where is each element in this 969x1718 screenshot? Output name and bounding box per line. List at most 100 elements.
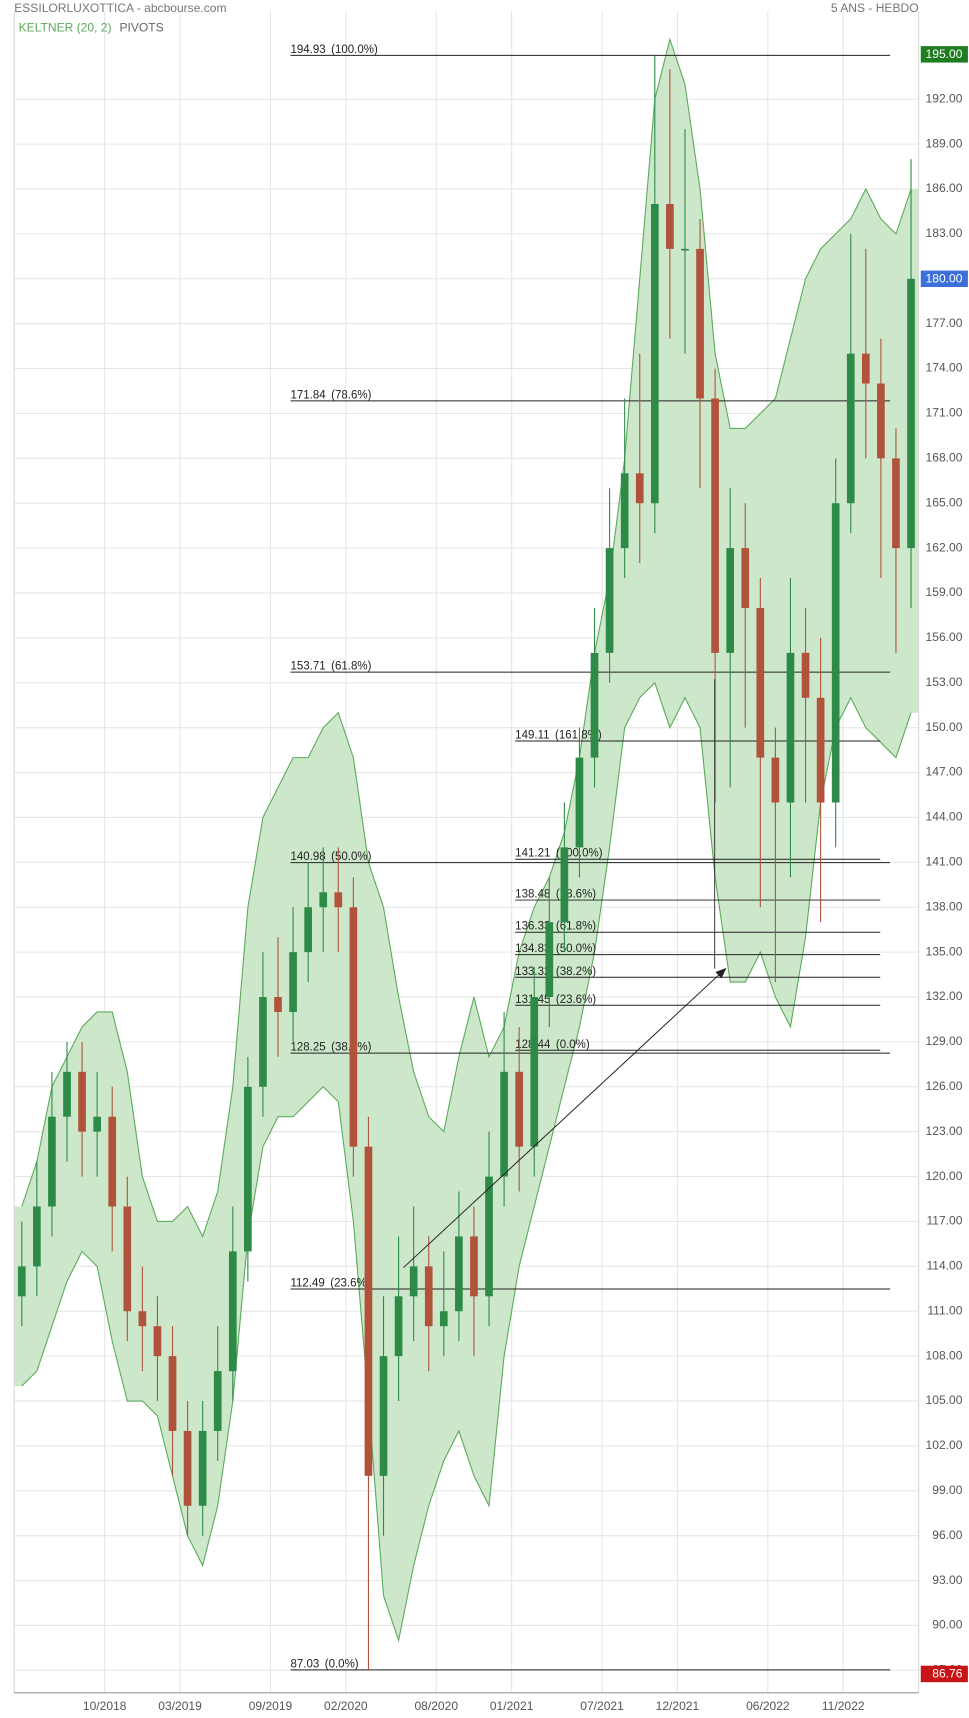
y-tick-label: 105.00 (926, 1393, 963, 1407)
y-tick-label: 150.00 (926, 720, 963, 734)
y-tick-label: 138.00 (926, 899, 963, 913)
candle-body (123, 1206, 132, 1312)
candle-body (485, 1176, 493, 1297)
pivot-value: 112.49 (290, 1278, 324, 1290)
pivot-value: 149.11 (515, 730, 549, 742)
candle-body (424, 1266, 433, 1327)
pivot-value: 194.93 (290, 44, 325, 56)
candle-body (379, 1356, 388, 1476)
candle-body (319, 892, 328, 908)
y-tick-label: 93.00 (932, 1573, 962, 1587)
candle-body (394, 1296, 403, 1357)
pivot-label: 138.48 (78.6%) (515, 889, 596, 901)
candle-body (470, 1236, 478, 1297)
y-tick-label: 165.00 (926, 495, 963, 509)
candle-body (816, 697, 825, 803)
pivot-value: 128.25 (290, 1042, 325, 1054)
axes (13, 10, 920, 1694)
candle-body (605, 548, 614, 653)
candle-body (545, 922, 554, 998)
pivot-label: 87.03 (0.0%) (290, 1658, 358, 1670)
pivot-label: 149.11 (161.8%) (515, 730, 602, 742)
candle-body (711, 398, 719, 653)
pivot-percent: (23.6%) (556, 994, 596, 1006)
chart-subtitle: 5 ANS - HEBDO (831, 1, 919, 15)
pivot-label: 194.93 (100.0%) (290, 44, 378, 56)
pivot-percent: (38.2%) (556, 966, 596, 978)
x-tick-label: 08/2020 (414, 1699, 458, 1713)
y-tick-label: 129.00 (926, 1034, 963, 1048)
x-tick-label: 12/2021 (656, 1699, 700, 1713)
y-tick-label: 156.00 (926, 630, 963, 644)
candle-body (756, 607, 765, 758)
x-tick-label: 09/2019 (249, 1699, 293, 1713)
candle-body (801, 652, 810, 698)
y-tick-label: 141.00 (926, 855, 963, 869)
y-tick-label: 168.00 (926, 451, 963, 465)
pivot-label: 153.71 (61.8%) (290, 661, 371, 673)
candle-body (93, 1116, 101, 1132)
candle-body (153, 1326, 162, 1357)
x-tick-label: 11/2022 (822, 1699, 865, 1713)
candle-body (259, 997, 267, 1087)
candle-body (861, 353, 870, 384)
pivot-percent: (61.8%) (331, 661, 371, 673)
y-tick-label: 123.00 (926, 1124, 963, 1138)
price-tag-label: 195.00 (926, 47, 963, 61)
x-tick-label: 10/2018 (83, 1699, 127, 1713)
price-tag-label: 86.76 (932, 1667, 962, 1681)
candle-body (650, 203, 659, 504)
y-tick-label: 159.00 (926, 585, 963, 599)
price-tag-box (920, 46, 968, 63)
candle-body (696, 248, 704, 399)
pivot-percent: (0.0%) (325, 1658, 359, 1670)
candle-body (78, 1071, 86, 1132)
candle-body (846, 353, 855, 504)
pivot-percent: (61.8%) (556, 921, 596, 933)
pivot-label: 134.83 (50.0%) (515, 943, 596, 955)
candle-body (274, 997, 282, 1012)
candle-body (183, 1430, 192, 1506)
keltner-band (14, 37, 919, 1643)
candle-body (666, 203, 674, 249)
candle-body (831, 503, 840, 803)
candle-body (681, 248, 689, 251)
chart-title: ESSILORLUXOTTICA - abcbourse.com (14, 1, 226, 15)
candle-body (892, 458, 900, 549)
candle-body (409, 1266, 418, 1297)
pivot-value: 134.83 (515, 943, 550, 955)
candle-body (334, 892, 343, 908)
y-tick-label: 192.00 (926, 91, 963, 105)
pivot-percent: (78.6%) (331, 389, 371, 401)
candle-body (289, 952, 297, 1012)
pivot-label: 140.98 (50.0%) (290, 851, 371, 863)
y-tick-label: 126.00 (926, 1079, 963, 1093)
pivot-label: 131.45(23.6%) (515, 994, 596, 1006)
candle-body (635, 473, 644, 504)
y-tick-label: 108.00 (926, 1348, 963, 1362)
price-tags: 195.00 180.00 86.76 (920, 46, 968, 1683)
pivot-percent: (161.8%) (555, 730, 602, 742)
y-tick-label: 186.00 (926, 181, 963, 195)
y-tick-label: 114.00 (926, 1259, 962, 1273)
candle-body (138, 1311, 147, 1327)
candle-body (590, 652, 599, 758)
pivot-label: 141.21(100.0%) (515, 848, 603, 860)
band-lower (21, 681, 912, 1643)
x-tick-label: 01/2021 (490, 1699, 534, 1713)
y-tick-label: 111.00 (927, 1303, 962, 1317)
pivot-value: 133.32 (515, 966, 550, 978)
pivot-percent: (0.0%) (556, 1039, 590, 1051)
candle-body (877, 383, 885, 459)
price-tag-label: 180.00 (926, 272, 963, 286)
candle-body (244, 1086, 252, 1252)
x-tick-label: 07/2021 (580, 1699, 624, 1713)
pivot-percent: (50.0%) (331, 851, 371, 863)
y-tick-label: 99.00 (932, 1483, 962, 1497)
candle-body (771, 757, 780, 803)
pivot-percent: (23.6%) (330, 1278, 370, 1290)
candle-body (530, 997, 539, 1147)
candle-body (439, 1311, 448, 1327)
candle-body (33, 1206, 41, 1267)
